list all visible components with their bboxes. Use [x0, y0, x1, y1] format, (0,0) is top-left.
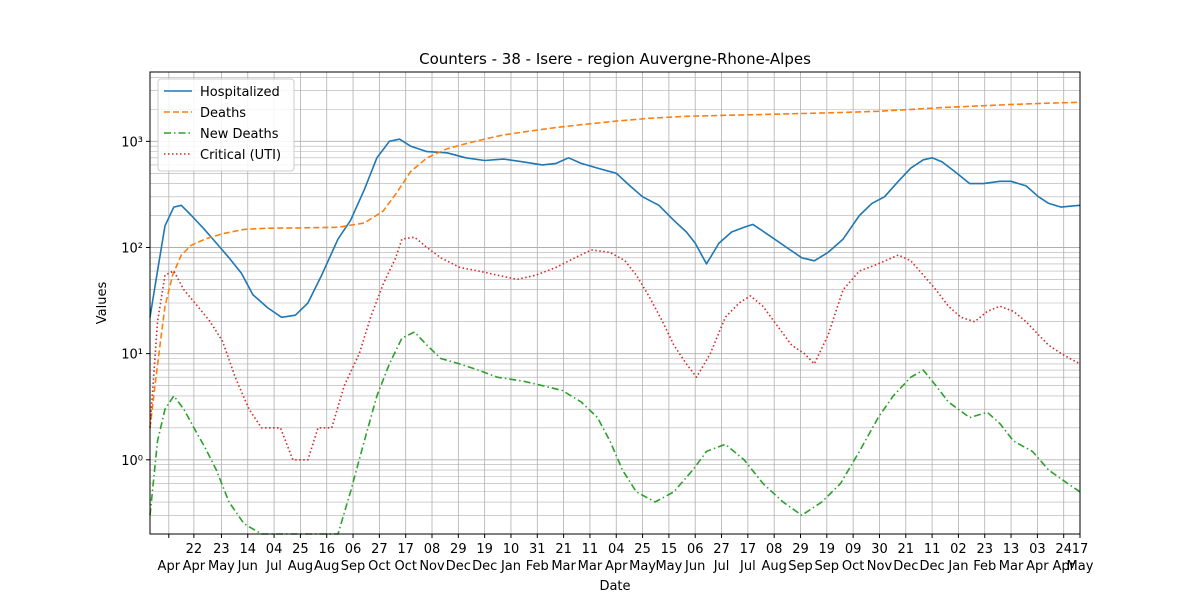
x-tick-month-label: May	[655, 559, 682, 574]
series-line-2	[149, 101, 1081, 428]
x-tick-day-label: 21	[898, 542, 915, 557]
x-tick-month-label: Jun	[237, 559, 258, 574]
x-tick-month-label: Oct	[842, 559, 864, 574]
x-tick-day-label: 09	[845, 542, 862, 557]
x-tick-month-label: Aug	[314, 559, 339, 574]
x-tick-day-label: 23	[213, 542, 230, 557]
series-line-3	[149, 331, 1081, 535]
x-tick-day-label: 14	[239, 542, 256, 557]
y-tick-label: 10²	[121, 241, 143, 256]
x-tick-month-label: Sep	[341, 559, 366, 574]
x-tick-month-label: Nov	[419, 559, 445, 574]
x-tick-day-label: 25	[634, 542, 651, 557]
x-tick-day-label: 02	[950, 542, 967, 557]
x-tick-day-label: 29	[792, 542, 809, 557]
x-tick-day-label: 11	[924, 542, 941, 557]
x-tick-month-label: Oct	[394, 559, 416, 574]
x-tick-day-label: 19	[819, 542, 836, 557]
x-tick-month-label: Sep	[788, 559, 813, 574]
x-tick-month-label: Mar	[578, 559, 603, 574]
y-tick-label: 10³	[121, 135, 143, 150]
x-tick-month-label: Aug	[288, 559, 313, 574]
y-tick-label: 10¹	[121, 348, 143, 363]
x-tick-month-label: Mar	[999, 559, 1024, 574]
x-tick-month-label: Mar	[551, 559, 576, 574]
x-tick-day-label: 08	[424, 542, 441, 557]
x-tick-month-label: Oct	[368, 559, 390, 574]
x-tick-day-label: 03	[1029, 542, 1046, 557]
x-tick-day-label: 06	[687, 542, 704, 557]
x-tick-month-label: Dec	[472, 559, 497, 574]
x-tick-day-label: 10	[503, 542, 520, 557]
x-axis: Apr 22 Apr 23 May 14 Jun 04 Jul 25 Aug 16 Aug 06 Sep 27…	[158, 534, 1094, 574]
series-line-4	[149, 236, 1081, 461]
x-tick-month-label: Dec	[446, 559, 471, 574]
x-tick-day-label: 19	[476, 542, 493, 557]
x-tick-day-label: 29	[450, 542, 467, 557]
x-tick-month-label: Jul	[739, 559, 756, 574]
x-tick-month-label: Jun	[684, 559, 705, 574]
x-tick-month-label: Dec	[893, 559, 918, 574]
x-tick-day-label: 17	[397, 542, 414, 557]
legend-label-1: Hospitalized	[200, 85, 280, 100]
x-tick-month-label: Jan	[947, 559, 968, 574]
x-tick-month-label: Apr	[158, 559, 181, 574]
legend-label-4: Critical (UTI)	[200, 148, 281, 163]
x-tick-day-label: 16	[318, 542, 335, 557]
x-tick-month-label: Aug	[761, 559, 786, 574]
x-tick-day-label: 21	[555, 542, 572, 557]
x-tick-day-label: 17	[1072, 542, 1089, 557]
y-axis-label: Values	[95, 282, 110, 325]
x-tick-day-label: 23	[976, 542, 993, 557]
x-tick-month-label: Apr	[1026, 559, 1049, 574]
x-tick-day-label: 25	[292, 542, 309, 557]
x-tick-day-label: 11	[582, 542, 599, 557]
x-tick-day-label: 31	[529, 542, 546, 557]
x-tick-day-label: 06	[345, 542, 362, 557]
x-tick-day-label: 15	[661, 542, 678, 557]
x-tick-month-label: Jul	[713, 559, 730, 574]
x-tick-month-label: Jan	[500, 559, 521, 574]
plot-frame	[149, 71, 1081, 535]
legend-label-3: New Deaths	[200, 127, 279, 142]
x-tick-month-label: Apr	[183, 559, 206, 574]
x-tick-day-label: 27	[713, 542, 730, 557]
x-tick-day-label: 17	[740, 542, 757, 557]
x-tick-month-label: Sep	[815, 559, 840, 574]
grid	[150, 72, 1081, 535]
y-tick-label: 10⁰	[121, 454, 143, 469]
x-tick-month-label: Nov	[867, 559, 893, 574]
x-tick-day-label: 08	[766, 542, 783, 557]
x-tick-month-label: Feb	[973, 559, 996, 574]
legend-label-2: Deaths	[200, 106, 246, 121]
x-axis-label: Date	[599, 579, 630, 594]
legend: Hospitalized Deaths New Deaths Critical (UT…	[157, 78, 295, 172]
x-tick-day-label: 22	[186, 542, 203, 557]
chart-title: Counters - 38 - Isere - region Auvergne-…	[419, 50, 811, 68]
x-tick-month-label: May	[1067, 559, 1094, 574]
x-tick-day-label: 04	[608, 542, 625, 557]
x-tick-month-label: May	[629, 559, 656, 574]
x-tick-month-label: Apr	[1052, 559, 1075, 574]
series	[149, 101, 1081, 535]
x-tick-month-label: Jul	[265, 559, 282, 574]
x-tick-month-label: Apr	[605, 559, 628, 574]
y-axis: 10⁰ 10¹ 10² 10³	[121, 135, 150, 469]
x-tick-day-label: 24	[1055, 542, 1072, 557]
legend-box	[157, 78, 295, 172]
x-tick-day-label: 27	[371, 542, 388, 557]
x-tick-day-label: 04	[266, 542, 283, 557]
x-tick-day-label: 13	[1003, 542, 1020, 557]
x-tick-month-label: Dec	[920, 559, 945, 574]
x-tick-day-label: 30	[871, 542, 888, 557]
x-tick-month-label: May	[208, 559, 235, 574]
series-line-1	[149, 138, 1081, 319]
x-tick-month-label: Feb	[526, 559, 549, 574]
